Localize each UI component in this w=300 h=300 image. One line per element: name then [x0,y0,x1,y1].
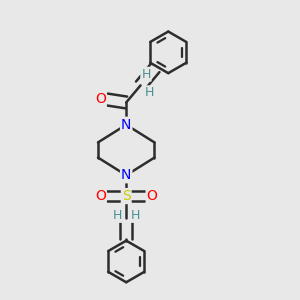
Text: N: N [121,118,131,132]
Text: N: N [121,168,131,182]
Text: O: O [95,92,106,106]
Text: O: O [95,189,106,203]
Text: H: H [141,68,151,81]
Text: H: H [130,209,140,222]
Text: H: H [145,86,154,99]
Text: O: O [147,189,158,203]
Text: H: H [112,209,122,222]
Text: S: S [122,189,130,203]
